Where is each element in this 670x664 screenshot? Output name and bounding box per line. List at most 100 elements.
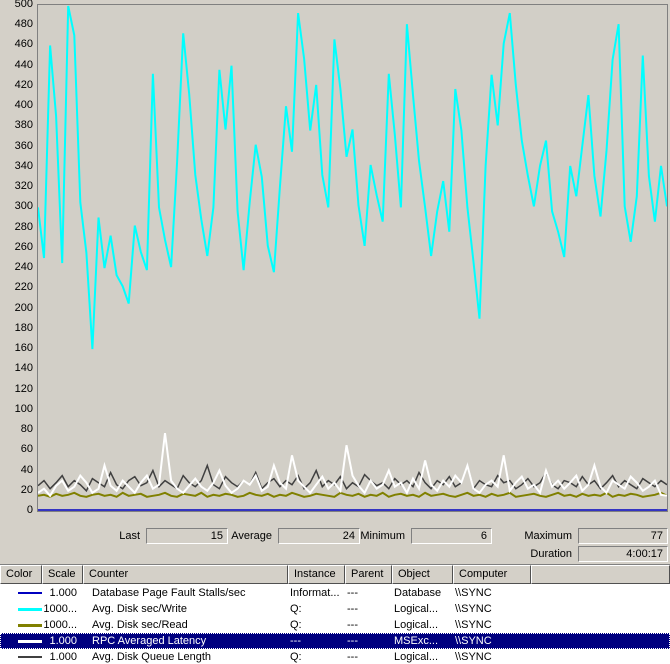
column-header-counter[interactable]: Counter bbox=[83, 565, 288, 584]
y-tick-label: 500 bbox=[14, 0, 33, 10]
duration-value: 4:00:17 bbox=[578, 546, 668, 562]
y-tick-label: 260 bbox=[14, 240, 33, 253]
scale-cell: 1.000 bbox=[49, 651, 77, 663]
counter-row-avg-disk-queue-length[interactable]: 1.000 Avg. Disk Queue Length Q: --- Logi… bbox=[0, 649, 670, 664]
column-header-parent[interactable]: Parent bbox=[345, 565, 392, 584]
computer-cell: \\SYNC bbox=[455, 619, 492, 631]
color-swatch bbox=[0, 656, 42, 658]
counter-cell: Database Page Fault Stalls/sec bbox=[92, 587, 246, 599]
last-value: 15 bbox=[146, 528, 228, 544]
y-tick-label: 140 bbox=[14, 362, 33, 375]
y-tick-label: 160 bbox=[14, 342, 33, 355]
series-avg-disk-sec-read-x1000- bbox=[38, 491, 667, 498]
average-value: 24 bbox=[278, 528, 360, 544]
object-cell: Logical... bbox=[394, 651, 439, 663]
y-tick-label: 80 bbox=[20, 423, 33, 436]
instance-cell: --- bbox=[290, 635, 301, 647]
object-cell: Logical... bbox=[394, 619, 439, 631]
y-tick-label: 300 bbox=[14, 200, 33, 213]
y-tick-label: 40 bbox=[20, 463, 33, 476]
performance-chart-pane: 500 480 460 440 420 400 380 360 340 320 300 280 260 2… bbox=[0, 0, 668, 562]
y-tick-label: 280 bbox=[14, 220, 33, 233]
color-swatch bbox=[0, 623, 42, 627]
instance-cell: Q: bbox=[290, 651, 302, 663]
scale-cell: 1.000 bbox=[49, 587, 77, 599]
column-header-computer[interactable]: Computer bbox=[453, 565, 531, 584]
y-tick-label: 120 bbox=[14, 382, 33, 395]
y-tick-label: 20 bbox=[20, 483, 33, 496]
series-rpc-averaged-latency bbox=[38, 432, 667, 498]
counter-cell: Avg. Disk Queue Length bbox=[92, 651, 212, 663]
counter-row-avg-disk-sec-read[interactable]: 1000... Avg. Disk sec/Read Q: --- Logica… bbox=[0, 617, 670, 633]
y-tick-label: 380 bbox=[14, 119, 33, 132]
line-color-sample bbox=[18, 607, 42, 611]
instance-cell: Q: bbox=[290, 619, 302, 631]
object-cell: MSExc... bbox=[394, 635, 439, 647]
instance-cell: Informat... bbox=[290, 587, 340, 599]
color-swatch bbox=[0, 639, 42, 643]
minimum-label: Minimum bbox=[360, 530, 405, 542]
counter-row-rpc-averaged-latency[interactable]: 1.000 RPC Averaged Latency --- --- MSExc… bbox=[0, 633, 670, 649]
column-header-filler bbox=[531, 565, 670, 584]
maximum-value: 77 bbox=[578, 528, 668, 544]
counter-cell: Avg. Disk sec/Read bbox=[92, 619, 188, 631]
legend-header: Color Scale Counter Instance Parent Obje… bbox=[0, 565, 670, 584]
color-swatch bbox=[0, 592, 42, 594]
counter-row-database-page-fault-stalls[interactable]: 1.000 Database Page Fault Stalls/sec Inf… bbox=[0, 585, 670, 601]
parent-cell: --- bbox=[347, 587, 358, 599]
counter-row-avg-disk-sec-write[interactable]: 1000... Avg. Disk sec/Write Q: --- Logic… bbox=[0, 601, 670, 617]
computer-cell: \\SYNC bbox=[455, 603, 492, 615]
computer-cell: \\SYNC bbox=[455, 651, 492, 663]
color-swatch bbox=[0, 607, 42, 611]
y-axis-labels: 500 480 460 440 420 400 380 360 340 320 300 280 260 2… bbox=[0, 0, 34, 520]
parent-cell: --- bbox=[347, 603, 358, 615]
y-tick-label: 480 bbox=[14, 18, 33, 31]
y-tick-label: 0 bbox=[26, 504, 33, 516]
scale-cell: 1.000 bbox=[49, 635, 77, 647]
computer-cell: \\SYNC bbox=[455, 635, 492, 647]
y-tick-label: 100 bbox=[14, 402, 33, 415]
counter-cell: Avg. Disk sec/Write bbox=[92, 603, 187, 615]
y-tick-label: 220 bbox=[14, 281, 33, 294]
y-tick-label: 340 bbox=[14, 159, 33, 172]
parent-cell: --- bbox=[347, 635, 358, 647]
object-cell: Database bbox=[394, 587, 442, 599]
instance-cell: Q: bbox=[290, 603, 302, 615]
average-label: Average bbox=[231, 530, 272, 542]
line-color-sample bbox=[18, 656, 42, 658]
series-avg-disk-queue-length bbox=[38, 462, 667, 493]
y-tick-label: 400 bbox=[14, 99, 33, 112]
plot-area bbox=[37, 4, 668, 512]
y-tick-label: 320 bbox=[14, 180, 33, 193]
column-header-instance[interactable]: Instance bbox=[288, 565, 345, 584]
last-label: Last bbox=[119, 530, 140, 542]
y-tick-label: 420 bbox=[14, 78, 33, 91]
y-tick-label: 60 bbox=[20, 443, 33, 456]
minimum-value: 6 bbox=[411, 528, 492, 544]
line-color-sample bbox=[18, 592, 42, 594]
counter-cell: RPC Averaged Latency bbox=[92, 635, 207, 647]
computer-cell: \\SYNC bbox=[455, 587, 492, 599]
column-header-object[interactable]: Object bbox=[392, 565, 453, 584]
y-tick-label: 360 bbox=[14, 139, 33, 152]
counter-legend: Color Scale Counter Instance Parent Obje… bbox=[0, 564, 670, 664]
parent-cell: --- bbox=[347, 651, 358, 663]
y-tick-label: 460 bbox=[14, 38, 33, 51]
y-tick-label: 180 bbox=[14, 321, 33, 334]
scale-cell: 1000... bbox=[43, 603, 77, 615]
line-color-sample bbox=[18, 623, 42, 627]
y-tick-label: 240 bbox=[14, 261, 33, 274]
line-color-sample bbox=[18, 639, 42, 643]
chart-canvas bbox=[38, 5, 667, 511]
column-header-color[interactable]: Color bbox=[0, 565, 42, 584]
maximum-label: Maximum bbox=[524, 530, 572, 542]
duration-label: Duration bbox=[530, 548, 572, 560]
column-header-scale[interactable]: Scale bbox=[42, 565, 83, 584]
y-tick-label: 200 bbox=[14, 301, 33, 314]
y-tick-label: 440 bbox=[14, 58, 33, 71]
object-cell: Logical... bbox=[394, 603, 439, 615]
legend-row-list: 1.000 Database Page Fault Stalls/sec Inf… bbox=[0, 585, 670, 664]
parent-cell: --- bbox=[347, 619, 358, 631]
series-avg-disk-sec-write-x1000- bbox=[38, 5, 667, 350]
scale-cell: 1000... bbox=[43, 619, 77, 631]
